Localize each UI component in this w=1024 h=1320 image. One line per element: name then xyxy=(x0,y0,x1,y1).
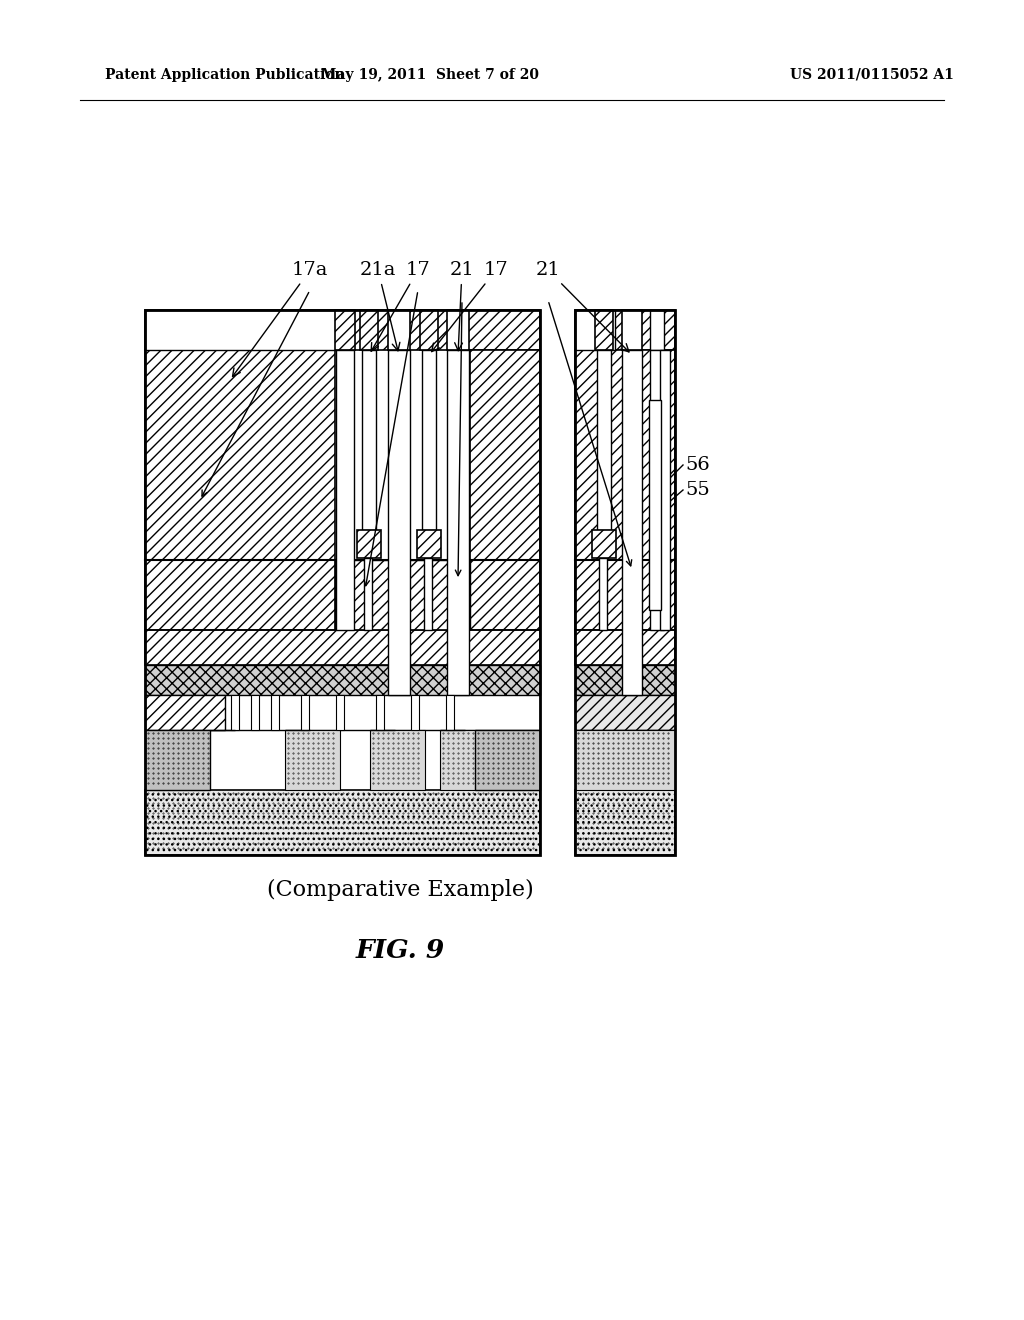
Bar xyxy=(599,558,607,630)
Bar xyxy=(335,560,470,630)
Bar xyxy=(145,730,210,789)
Bar xyxy=(575,630,675,665)
Bar xyxy=(145,630,540,665)
Text: 17a: 17a xyxy=(232,261,328,376)
Text: 56: 56 xyxy=(685,455,710,474)
Bar xyxy=(376,696,384,730)
Text: US 2011/0115052 A1: US 2011/0115052 A1 xyxy=(790,69,954,82)
Bar xyxy=(145,560,335,630)
Bar xyxy=(301,696,309,730)
Text: FIG. 9: FIG. 9 xyxy=(355,937,444,962)
Bar xyxy=(420,310,438,350)
Text: 17: 17 xyxy=(371,261,430,351)
Bar xyxy=(145,310,340,350)
Bar xyxy=(145,350,335,560)
Bar xyxy=(575,310,615,350)
Bar xyxy=(145,630,540,665)
Text: May 19, 2011  Sheet 7 of 20: May 19, 2011 Sheet 7 of 20 xyxy=(321,69,539,82)
Bar xyxy=(650,350,664,630)
Bar xyxy=(422,350,436,531)
Bar xyxy=(411,696,419,730)
Bar xyxy=(360,310,378,350)
Bar xyxy=(575,310,675,855)
Bar xyxy=(575,310,675,350)
Text: (Comparative Example): (Comparative Example) xyxy=(266,879,534,902)
Bar xyxy=(575,665,675,696)
Bar xyxy=(595,310,613,350)
Bar xyxy=(145,310,540,855)
Bar xyxy=(649,400,662,610)
Bar xyxy=(271,696,279,730)
Bar xyxy=(575,350,675,560)
Bar xyxy=(447,310,469,350)
Bar xyxy=(145,665,540,696)
Bar xyxy=(575,789,675,855)
Bar xyxy=(388,350,410,696)
Bar xyxy=(357,531,381,558)
Bar xyxy=(145,696,225,730)
Bar xyxy=(251,696,259,730)
Bar xyxy=(362,350,376,531)
Text: 21: 21 xyxy=(450,261,474,351)
Bar xyxy=(145,310,540,350)
Text: 17: 17 xyxy=(432,261,508,351)
Bar xyxy=(336,696,344,730)
Bar xyxy=(575,560,675,630)
Bar xyxy=(650,310,664,350)
Bar xyxy=(417,531,441,558)
Bar xyxy=(470,560,540,630)
Text: 21a: 21a xyxy=(359,261,399,351)
Bar xyxy=(470,350,540,560)
Bar xyxy=(575,696,675,730)
Bar xyxy=(364,558,372,630)
Text: 55: 55 xyxy=(685,480,710,499)
Bar xyxy=(575,730,675,789)
Bar xyxy=(231,696,239,730)
Text: Patent Application Publication: Patent Application Publication xyxy=(105,69,345,82)
Text: 21: 21 xyxy=(536,261,629,352)
Bar xyxy=(446,696,454,730)
Bar xyxy=(622,350,642,696)
Bar xyxy=(335,310,355,350)
Bar xyxy=(592,531,616,558)
Bar xyxy=(388,310,410,350)
Bar xyxy=(145,789,540,855)
Bar xyxy=(622,310,642,350)
Bar xyxy=(336,350,354,630)
Bar xyxy=(575,630,675,665)
Bar xyxy=(370,730,425,789)
Bar xyxy=(145,730,205,789)
Bar xyxy=(475,730,540,789)
Bar xyxy=(660,350,670,630)
Bar xyxy=(424,558,432,630)
Bar xyxy=(285,730,340,789)
Bar xyxy=(447,350,469,696)
Bar xyxy=(440,730,540,789)
Bar xyxy=(597,350,611,531)
